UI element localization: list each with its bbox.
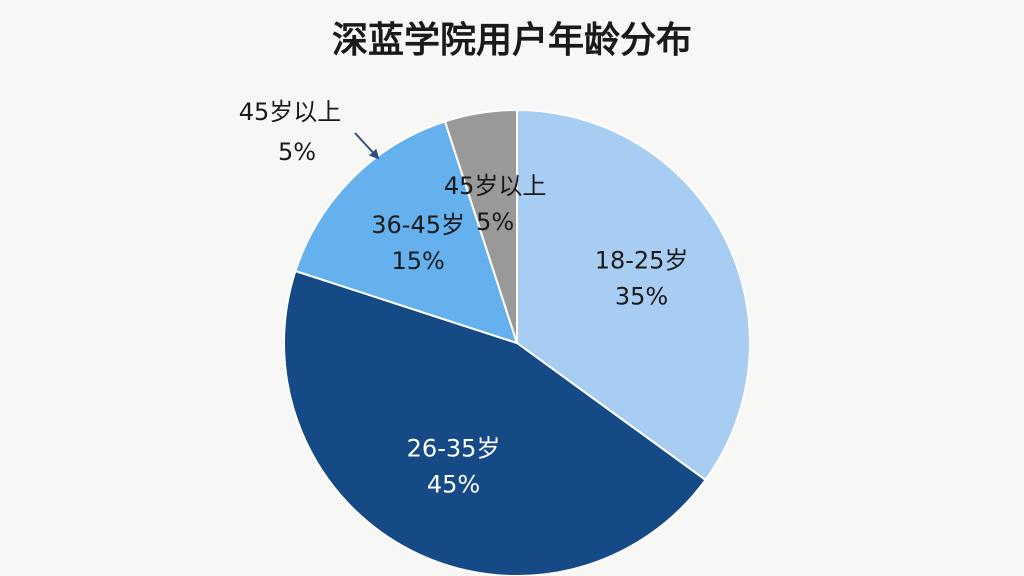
- pie-slice: [516, 108, 751, 482]
- slice-value-label: 35%: [615, 283, 668, 311]
- slice-label: 45岁以上: [444, 172, 547, 200]
- pie-slice: [294, 120, 519, 345]
- slice-label: 26-35岁: [407, 435, 501, 463]
- slice-value-label: 15%: [391, 247, 444, 275]
- slice-value-label: 5%: [476, 208, 514, 236]
- slice-label: 36-45岁: [371, 211, 465, 239]
- callout-value-label: 5%: [278, 138, 316, 166]
- slice-value-label: 45%: [427, 471, 480, 499]
- callout-arrow: [354, 132, 380, 160]
- chart-title: 深蓝学院用户年龄分布: [332, 19, 692, 61]
- slice-label: 18-25岁: [595, 247, 689, 275]
- pie-slice: [443, 108, 518, 344]
- pie-slice: [283, 269, 707, 576]
- callout-label: 45岁以上: [239, 98, 342, 126]
